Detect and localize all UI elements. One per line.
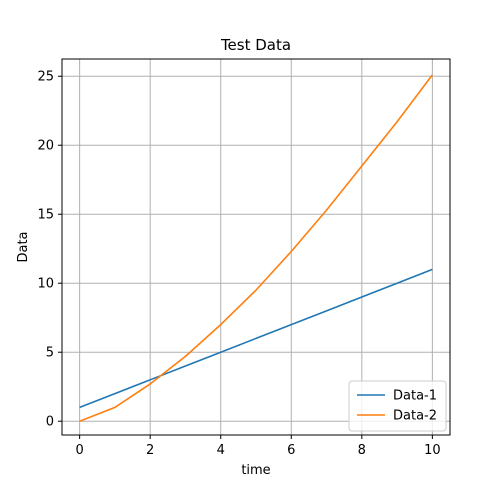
legend-label: Data-1	[393, 389, 437, 404]
x-tick-label: 8	[358, 443, 366, 458]
grid	[62, 59, 450, 435]
y-axis-label: Data	[16, 231, 31, 262]
legend: Data-1 Data-2	[349, 381, 446, 431]
x-axis-label: time	[241, 463, 270, 478]
legend-label: Data-2	[393, 409, 437, 424]
x-tick-label: 10	[424, 443, 441, 458]
y-tick-label: 5	[46, 346, 54, 361]
x-tick-label: 0	[75, 443, 83, 458]
y-tick-label: 15	[37, 208, 54, 223]
series-line-data-2	[80, 75, 433, 421]
chart-title: Test Data	[220, 36, 291, 54]
series-lines	[80, 75, 433, 421]
y-tick-label: 10	[37, 277, 54, 292]
x-tick-label: 4	[217, 443, 225, 458]
y-tick-label: 20	[37, 139, 54, 154]
x-tick-label: 6	[287, 443, 295, 458]
x-tick-label: 2	[146, 443, 154, 458]
plot-frame	[62, 59, 450, 435]
y-tick-label: 25	[37, 70, 54, 85]
y-tick-label: 0	[46, 415, 54, 430]
